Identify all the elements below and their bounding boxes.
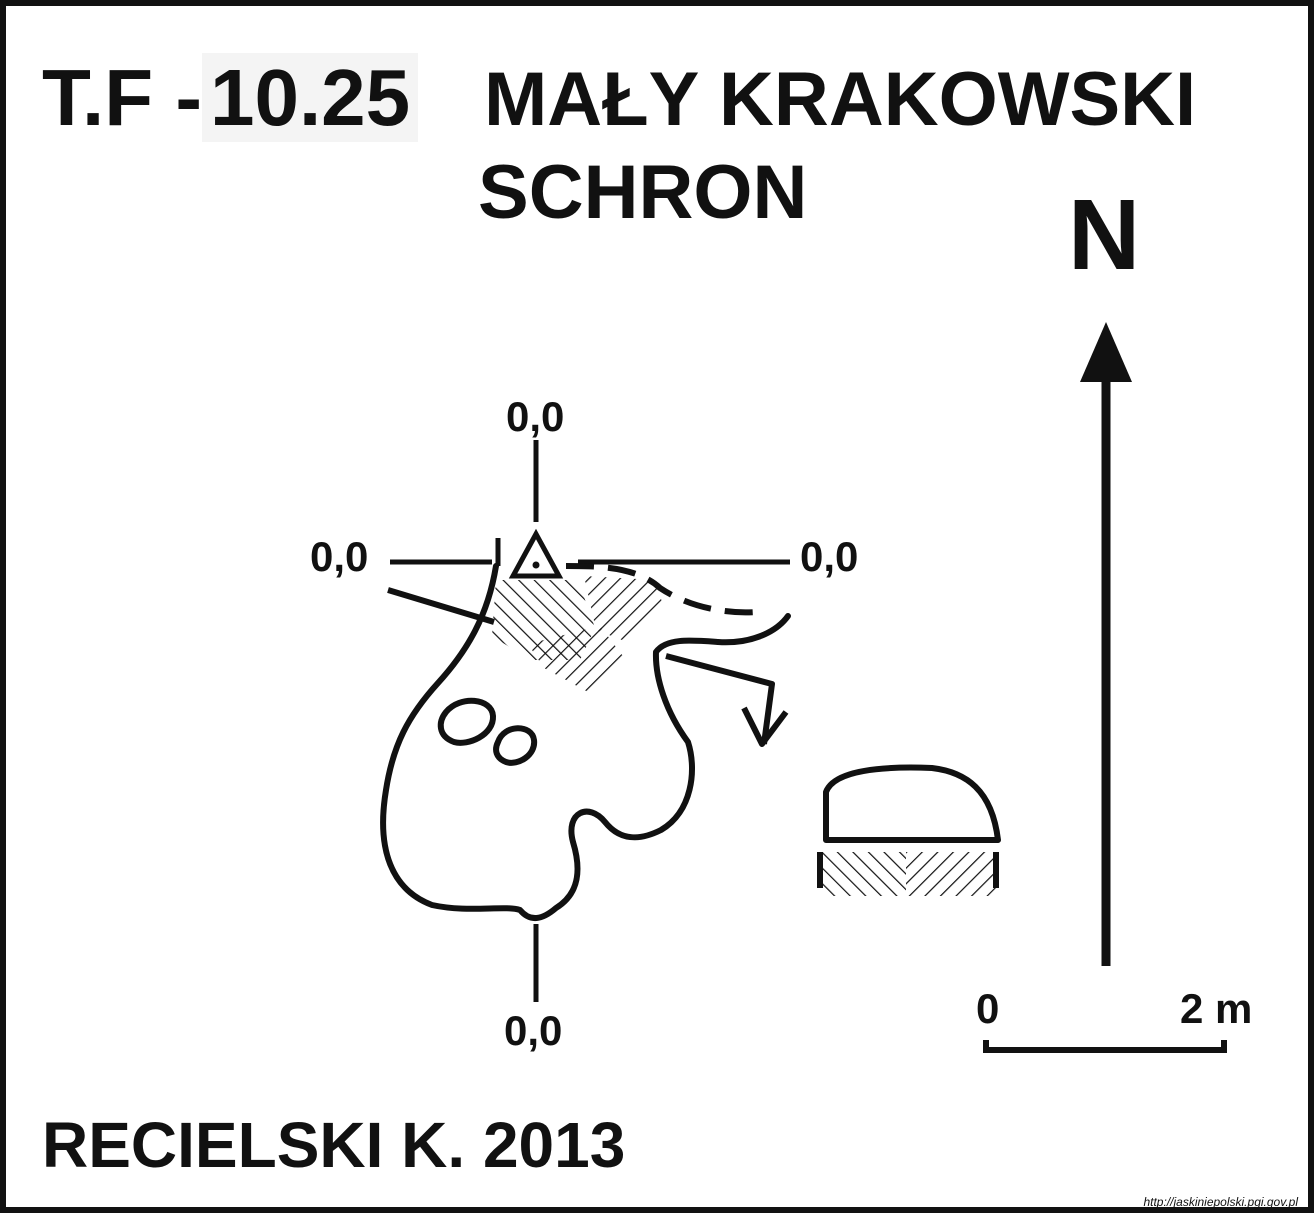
rock-outcrop — [823, 764, 1001, 843]
elevation-top: 0,0 — [506, 393, 565, 440]
elevation-left: 0,0 — [310, 533, 369, 580]
cave-code-number: 10.25 — [201, 53, 419, 142]
rock-block-large — [437, 697, 496, 746]
cave-code-prefix: T.F - — [42, 53, 202, 142]
scale-end-label: 2 m — [1180, 985, 1253, 1032]
outcrop-hatch — [822, 852, 998, 896]
scale-start-label: 0 — [976, 985, 1000, 1032]
dripline-dashed — [565, 563, 757, 616]
source-url[interactable]: http://jaskiniepolski.pgi.gov.pl — [1143, 1195, 1298, 1209]
cave-code: T.F -10.25 — [42, 53, 419, 142]
slope-line — [665, 653, 775, 745]
elevation-right: 0,0 — [800, 533, 859, 580]
scale-bar — [983, 1040, 1227, 1053]
entrance-triangle-icon — [508, 528, 564, 579]
overhang-hatch — [492, 576, 664, 692]
rock-block-small — [493, 725, 538, 766]
wall-line — [387, 587, 495, 625]
author-credit: RECIELSKI K. 2013 — [42, 1109, 626, 1181]
elevation-lines — [390, 440, 790, 1002]
north-label: N — [1068, 179, 1141, 291]
cave-outline — [380, 563, 791, 921]
elevation-bottom: 0,0 — [504, 1007, 563, 1054]
north-arrow — [1080, 322, 1132, 966]
cave-name-line1: MAŁY KRAKOWSKI — [484, 57, 1197, 142]
cave-name-line2: SCHRON — [478, 150, 808, 235]
slope-arrow-icon — [741, 706, 789, 747]
